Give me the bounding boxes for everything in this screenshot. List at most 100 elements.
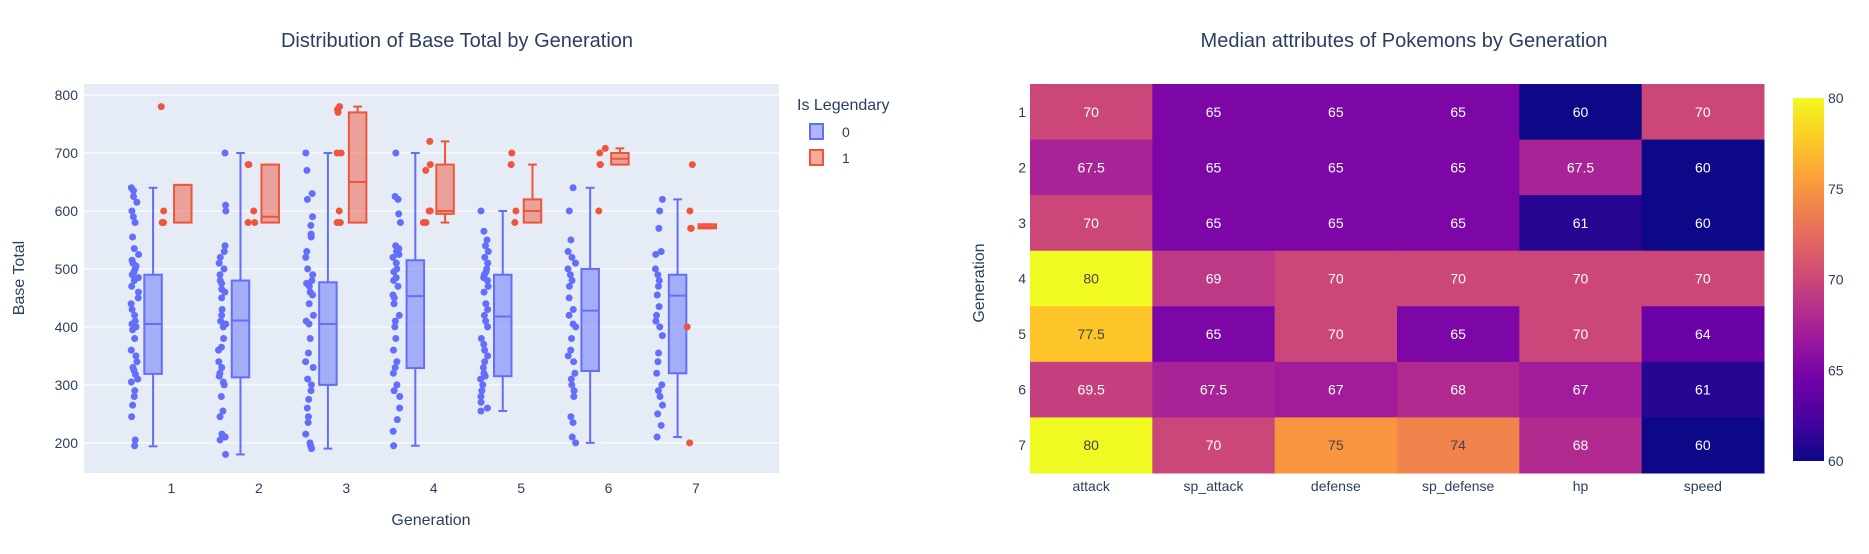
cell-value-label: 67: [1328, 382, 1344, 398]
cell-value-label: 68: [1573, 437, 1589, 453]
data-point: [334, 108, 342, 116]
x-axis-label: Generation: [391, 512, 470, 529]
y-tick-label: 4: [1018, 271, 1026, 287]
data-point: [484, 306, 492, 314]
data-point: [394, 282, 402, 290]
box-0-gen-5: [477, 207, 513, 415]
cell-value-label: 65: [1450, 215, 1466, 231]
data-point: [127, 378, 135, 386]
cell-value-label: 80: [1083, 437, 1099, 453]
cell-value-label: 77.5: [1078, 326, 1105, 342]
data-point: [389, 369, 397, 377]
y-tick-label: 5: [1018, 326, 1026, 342]
data-point: [306, 335, 314, 343]
data-point: [157, 103, 165, 111]
data-point: [127, 346, 135, 354]
data-point: [683, 323, 691, 331]
y-tick-label: 500: [55, 261, 79, 277]
data-point: [508, 149, 516, 157]
y-tick-label: 300: [55, 377, 79, 393]
box-0-gen-1: [127, 184, 163, 450]
data-point: [564, 352, 572, 360]
heatmap-cell: [1641, 84, 1765, 141]
chart-title: Distribution of Base Total by Generation: [281, 30, 633, 52]
data-point: [396, 392, 404, 400]
data-point: [657, 248, 665, 256]
box-iqr: [493, 273, 513, 378]
data-point: [127, 300, 135, 308]
data-point: [658, 332, 666, 340]
cell-value-label: 65: [1450, 326, 1466, 342]
data-point: [304, 413, 312, 421]
data-point: [484, 248, 492, 256]
cell-value-label: 65: [1206, 104, 1222, 120]
data-point: [129, 401, 137, 409]
box-0-gen-3: [302, 149, 338, 453]
data-point: [484, 259, 492, 267]
data-point: [222, 207, 230, 215]
data-point: [129, 213, 137, 221]
data-point: [302, 149, 310, 157]
data-point: [572, 439, 580, 447]
data-point: [221, 242, 229, 250]
cell-value-label: 69: [1206, 271, 1222, 287]
heatmap-cell: [1397, 306, 1520, 363]
cell-value-label: 70: [1206, 437, 1222, 453]
heatmap-cell: [1641, 139, 1765, 196]
data-point: [393, 381, 401, 389]
data-point: [391, 192, 399, 200]
data-point: [220, 265, 228, 273]
data-point: [216, 369, 224, 377]
data-point: [656, 323, 664, 331]
data-point: [571, 259, 579, 267]
data-point: [391, 323, 399, 331]
data-point: [134, 294, 142, 302]
data-point: [686, 207, 694, 215]
heatmap-cell: [1519, 250, 1643, 307]
data-point: [512, 207, 520, 215]
box-0-gen-4: [389, 149, 426, 450]
data-point: [393, 416, 401, 424]
data-point: [568, 381, 576, 389]
y-tick-label: 2: [1018, 159, 1026, 175]
data-point: [302, 358, 310, 366]
data-point: [219, 378, 227, 386]
data-point: [568, 335, 576, 343]
data-point: [653, 433, 661, 441]
data-point: [596, 149, 604, 157]
heatmap-cell: [1274, 361, 1398, 418]
x-tick-label: 6: [605, 480, 613, 496]
data-point: [218, 306, 226, 314]
data-point: [217, 343, 225, 351]
data-point: [216, 271, 224, 279]
data-point: [391, 363, 399, 371]
data-point: [484, 323, 492, 331]
data-point: [658, 195, 666, 203]
data-point: [218, 311, 226, 319]
cell-value-label: 67: [1573, 382, 1589, 398]
data-point: [391, 317, 399, 325]
data-point: [390, 387, 398, 395]
data-point: [304, 349, 312, 357]
data-point: [217, 317, 225, 325]
box-iqr: [347, 111, 368, 224]
data-point: [336, 219, 344, 227]
data-point: [389, 346, 397, 354]
heatmap-cell: [1152, 361, 1276, 418]
data-point: [569, 184, 577, 192]
y-tick-label: 7: [1018, 437, 1026, 453]
data-point: [131, 311, 139, 319]
heatmap-cell: [1519, 84, 1643, 141]
data-point: [656, 207, 664, 215]
data-point: [564, 265, 572, 273]
data-point: [567, 413, 575, 421]
heatmap-cell: [1030, 417, 1153, 474]
data-point: [222, 201, 230, 209]
heatmap-cell: [1030, 250, 1153, 307]
colorbar-tick-label: 60: [1828, 453, 1844, 469]
data-point: [245, 161, 253, 169]
data-point: [687, 224, 695, 232]
data-point: [307, 221, 315, 229]
heatmap-cell: [1519, 417, 1643, 474]
cell-value-label: 67.5: [1200, 382, 1227, 398]
